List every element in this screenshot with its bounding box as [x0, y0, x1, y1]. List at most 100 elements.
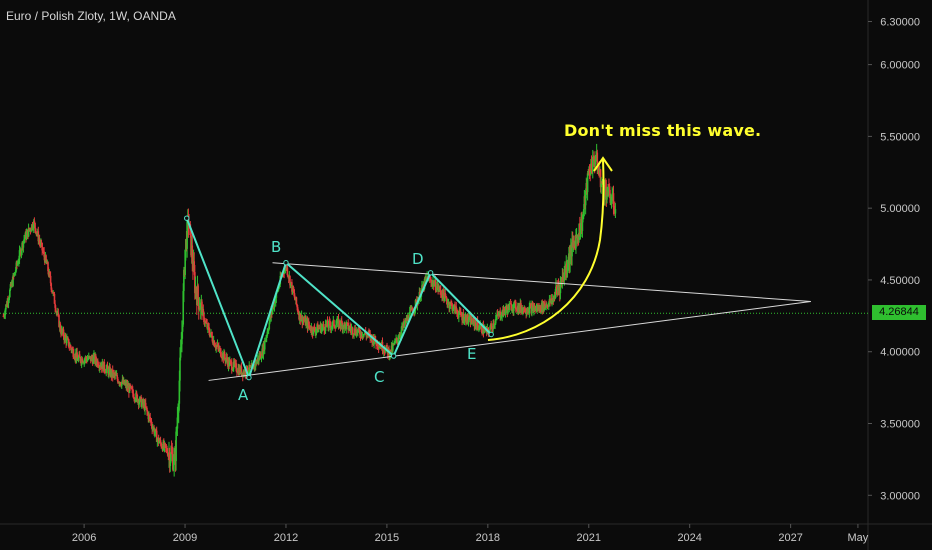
candle-body	[271, 308, 274, 313]
candle-body	[49, 272, 51, 276]
candle-body	[86, 359, 89, 362]
candle-body	[201, 301, 203, 316]
candle-body	[459, 311, 462, 316]
candle-body	[22, 240, 25, 248]
candle-body	[104, 370, 106, 372]
candle-body	[539, 305, 542, 312]
candle-body	[231, 369, 234, 371]
candle-body	[139, 397, 141, 402]
candle-body	[87, 358, 89, 360]
candle-body	[495, 317, 498, 320]
candle-body	[213, 340, 216, 347]
candle-body	[150, 421, 153, 426]
candle-body	[177, 412, 179, 418]
candle-body	[225, 359, 227, 362]
candle-body	[452, 305, 455, 310]
candle-body	[203, 312, 205, 322]
candle-body	[129, 384, 131, 388]
candle-body	[76, 352, 78, 358]
candle-body	[411, 307, 414, 311]
candle-body	[442, 289, 445, 296]
candle-body	[513, 303, 515, 311]
candle-body	[386, 344, 388, 349]
candle-body	[167, 455, 170, 457]
candle-body	[16, 262, 19, 265]
candle-body	[72, 349, 75, 357]
candle-body	[156, 439, 159, 442]
candle-body	[588, 170, 591, 175]
candle-body	[142, 399, 144, 405]
candle-body	[150, 420, 152, 422]
candle-body	[53, 293, 56, 304]
candle-body	[395, 338, 398, 340]
projection-arrow-head	[593, 156, 613, 172]
candle-body	[315, 330, 317, 334]
candle-body	[85, 357, 87, 360]
candle-body	[268, 322, 271, 330]
candle-body	[318, 328, 321, 330]
candle-body	[172, 464, 175, 470]
candle-body	[115, 374, 117, 376]
candle-body	[326, 320, 329, 327]
candle-body	[152, 428, 154, 430]
candle-body	[205, 321, 207, 323]
candle-body	[593, 155, 595, 161]
candle-body	[172, 454, 174, 470]
candle-body	[408, 311, 411, 322]
candle-body	[181, 331, 183, 345]
candle-body	[405, 318, 408, 324]
chart-title: Euro / Polish Zloty, 1W, OANDA	[6, 9, 176, 23]
candle-body	[456, 311, 459, 316]
candle-body	[563, 272, 566, 281]
candle-body	[3, 315, 6, 317]
candle-body	[362, 334, 365, 337]
candle-body	[333, 326, 336, 328]
candle-body	[463, 321, 465, 323]
candle-body	[403, 322, 406, 326]
candle-body	[82, 362, 85, 364]
candle-body	[309, 326, 311, 330]
candle-body	[23, 238, 26, 240]
candle-body	[97, 360, 99, 367]
candle-body	[248, 364, 251, 373]
candle-body	[358, 326, 361, 330]
candle-body	[9, 289, 11, 298]
candle-body	[419, 296, 422, 300]
candle-body	[54, 303, 56, 308]
candle-body	[14, 272, 16, 274]
candle-body	[91, 356, 93, 359]
candle-body	[503, 306, 505, 312]
candle-body	[300, 319, 302, 322]
candle-body	[247, 372, 250, 374]
candle-body	[345, 323, 348, 330]
candle-body	[575, 236, 577, 249]
candle-body	[49, 275, 52, 284]
candle-body	[328, 320, 331, 322]
candle-body	[134, 399, 137, 401]
candle-body	[400, 330, 403, 336]
candle-body	[604, 184, 607, 189]
candle-body	[566, 263, 568, 272]
candle-body	[9, 284, 12, 290]
candle-body	[135, 392, 137, 400]
candle-body	[163, 443, 166, 448]
candle-body	[315, 329, 318, 331]
candle-body	[467, 320, 470, 322]
x-tick-label: 2027	[778, 532, 802, 544]
candle-body	[159, 440, 162, 444]
candle-body	[267, 330, 269, 332]
candle-body	[283, 273, 285, 275]
candle-body	[108, 368, 110, 375]
candle-body	[393, 341, 396, 345]
candle-body	[498, 312, 500, 316]
candle-body	[73, 357, 76, 359]
candle-body	[331, 325, 333, 327]
candle-body	[236, 371, 238, 373]
candle-body	[544, 303, 546, 307]
candle-body	[197, 285, 199, 299]
candle-body	[448, 302, 450, 308]
candle-body	[116, 375, 119, 379]
x-tick-label: 2021	[577, 532, 601, 544]
candle-body	[133, 398, 136, 401]
